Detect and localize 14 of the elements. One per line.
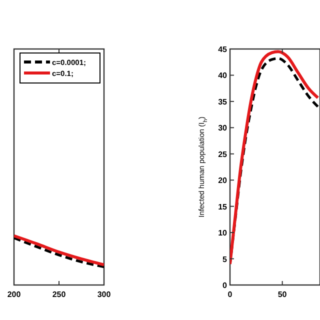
x-tick-label: 200 (7, 290, 22, 299)
x-tick-label: 300 (97, 290, 112, 299)
y-tick-label: 0 (222, 281, 228, 290)
y-tick-label: 35 (218, 97, 228, 106)
y-tick-label: 5 (222, 254, 228, 264)
y-tick-label: 45 (218, 45, 228, 54)
y-tick-label: 10 (218, 228, 228, 238)
y-tick-label: 30 (218, 124, 228, 133)
x-tick-label: 50 (278, 290, 288, 299)
y-tick-label: 25 (218, 150, 228, 159)
y-tick-label: 40 (218, 71, 228, 80)
y-tick-label: 15 (218, 202, 228, 212)
x-tick-label: 250 (52, 290, 66, 299)
y-tick-label: 20 (218, 176, 228, 186)
